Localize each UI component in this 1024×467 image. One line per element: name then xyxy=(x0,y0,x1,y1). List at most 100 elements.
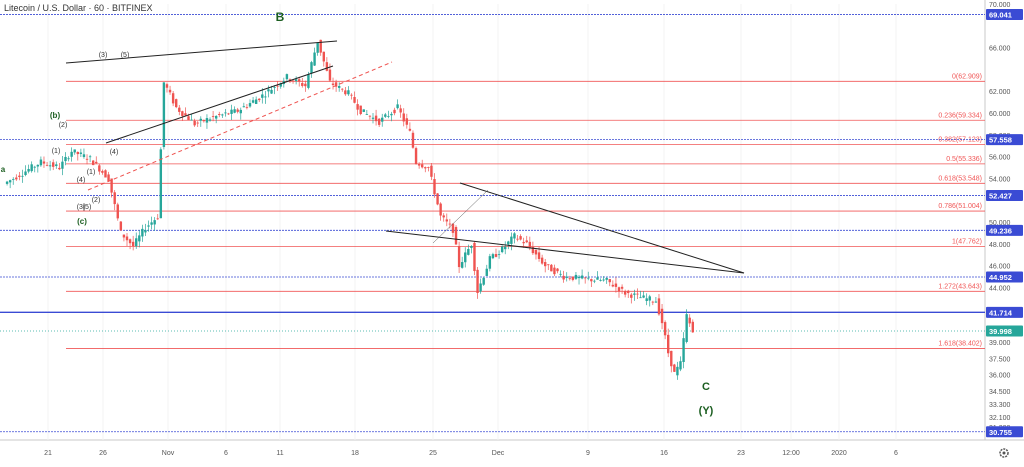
candle-body xyxy=(131,241,135,246)
price-tick-label: 62.000 xyxy=(989,89,1011,96)
candle-body xyxy=(510,236,513,244)
candle-body xyxy=(377,118,381,125)
candle-body xyxy=(556,268,559,272)
time-tick-label: 12:00 xyxy=(782,450,800,457)
candle-body xyxy=(254,99,258,105)
candle-body xyxy=(344,90,347,95)
candle-body xyxy=(98,165,101,172)
price-level-badge xyxy=(986,426,1023,438)
wave-label: (4) xyxy=(110,149,119,156)
candle-body xyxy=(408,128,412,131)
candle-body xyxy=(454,227,458,245)
candle-body xyxy=(439,203,442,216)
price-level-badge-text: 30.755 xyxy=(989,428,1012,437)
candle-body xyxy=(442,215,445,218)
candle-body xyxy=(522,241,525,244)
chart-title: Litecoin / U.S. Dollar · 60 · BITFINEX xyxy=(4,3,153,13)
fib-level-label: 0.618(53.548) xyxy=(938,175,982,182)
candle-body xyxy=(162,82,166,148)
candle-body xyxy=(221,114,224,116)
candle-body xyxy=(381,117,384,122)
candle-body xyxy=(279,83,282,87)
candle-body xyxy=(153,220,156,225)
time-tick-label: Nov xyxy=(162,450,175,457)
trend-line xyxy=(65,40,338,64)
price-tick-label: 36.000 xyxy=(989,373,1011,380)
candle-body xyxy=(614,283,618,287)
candle-body xyxy=(384,114,387,117)
candle-body xyxy=(316,42,319,53)
candle-body xyxy=(251,100,255,103)
candle-body xyxy=(36,164,40,167)
candle-body xyxy=(645,298,648,301)
candle-body xyxy=(457,246,461,268)
candle-body xyxy=(113,192,116,205)
candle-body xyxy=(144,230,147,233)
candle-body xyxy=(294,79,298,81)
candle-body xyxy=(334,82,338,87)
wave-label: a xyxy=(1,165,6,174)
candle-body xyxy=(341,88,344,90)
candle-body xyxy=(82,154,86,158)
candle-body xyxy=(436,193,439,205)
wave-label: (2) xyxy=(59,122,68,129)
candle-body xyxy=(239,109,242,114)
candle-body xyxy=(236,109,239,112)
candle-body xyxy=(101,170,104,173)
candle-body xyxy=(580,275,584,279)
candle-body xyxy=(679,361,682,370)
candle-body xyxy=(362,109,365,112)
price-tick-label: 56.000 xyxy=(989,155,1011,162)
candle-body xyxy=(451,223,455,233)
candle-body xyxy=(688,317,691,324)
candle-body xyxy=(390,113,393,116)
price-level-badge xyxy=(986,134,1023,146)
candle-body xyxy=(583,277,587,279)
wave-label: (5) xyxy=(83,204,92,211)
candle-body xyxy=(565,276,568,278)
candle-body xyxy=(55,164,58,167)
wave-label: C xyxy=(702,381,710,393)
candle-body xyxy=(639,297,642,299)
candle-body xyxy=(156,218,159,220)
candle-body xyxy=(337,85,341,88)
time-tick-label: 26 xyxy=(99,450,107,457)
candle-body xyxy=(547,264,550,266)
candle-body xyxy=(470,246,473,248)
candle-body xyxy=(319,39,322,53)
candle-body xyxy=(353,97,356,103)
price-level-badge-text: 49.236 xyxy=(989,226,1012,235)
candle-body xyxy=(88,156,92,158)
candle-body xyxy=(531,247,535,254)
fib-level-label: 1(47.762) xyxy=(952,238,982,245)
price-tick-label: 66.000 xyxy=(989,46,1011,53)
candle-body xyxy=(288,79,292,81)
candle-body xyxy=(660,308,664,324)
candle-body xyxy=(617,287,621,292)
candle-body xyxy=(682,338,685,363)
candle-body xyxy=(273,87,276,88)
candle-body xyxy=(119,221,123,231)
trend-line xyxy=(459,182,745,274)
candle-body xyxy=(27,168,30,172)
candle-body xyxy=(633,293,636,295)
candle-body xyxy=(620,286,624,289)
trend-line xyxy=(87,61,393,191)
time-tick-label: 23 xyxy=(737,450,745,457)
candle-body xyxy=(322,51,325,62)
candle-body xyxy=(168,89,172,93)
candle-body xyxy=(673,364,676,372)
price-level-badge-text: 69.041 xyxy=(989,10,1012,19)
candle-body xyxy=(178,107,181,112)
candle-body xyxy=(73,149,76,153)
candle-body xyxy=(42,161,46,164)
candle-body xyxy=(264,96,267,98)
price-tick-label: 70.000 xyxy=(989,2,1011,9)
wave-label: (5) xyxy=(121,52,130,59)
candle-body xyxy=(159,149,163,219)
trend-line xyxy=(385,230,745,274)
candle-body xyxy=(670,350,673,367)
candle-body xyxy=(171,93,175,104)
